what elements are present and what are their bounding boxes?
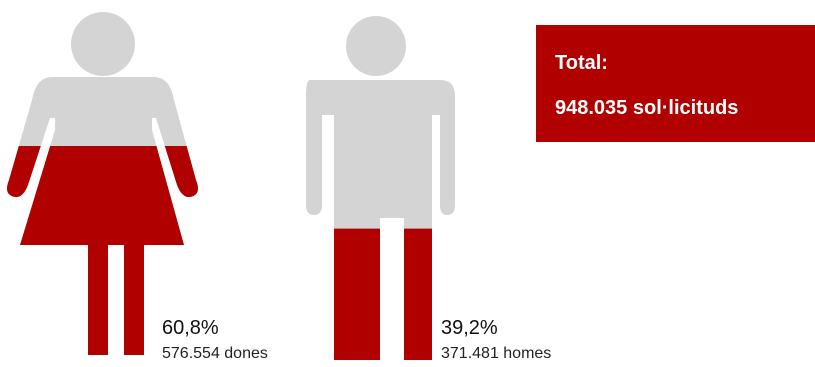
total-value: 948.035 sol·licituds — [555, 97, 739, 119]
women-count-label: 576.554 dones — [162, 345, 268, 362]
men-percent-label: 39,2% — [441, 317, 498, 339]
woman-icon — [7, 12, 198, 355]
women-percent-label: 60,8% — [162, 317, 219, 339]
man-icon — [306, 16, 455, 360]
total-box: Total: 948.035 sol·licituds — [536, 25, 815, 142]
men-count-label: 371.481 homes — [441, 345, 552, 362]
total-label: Total: — [555, 52, 608, 74]
